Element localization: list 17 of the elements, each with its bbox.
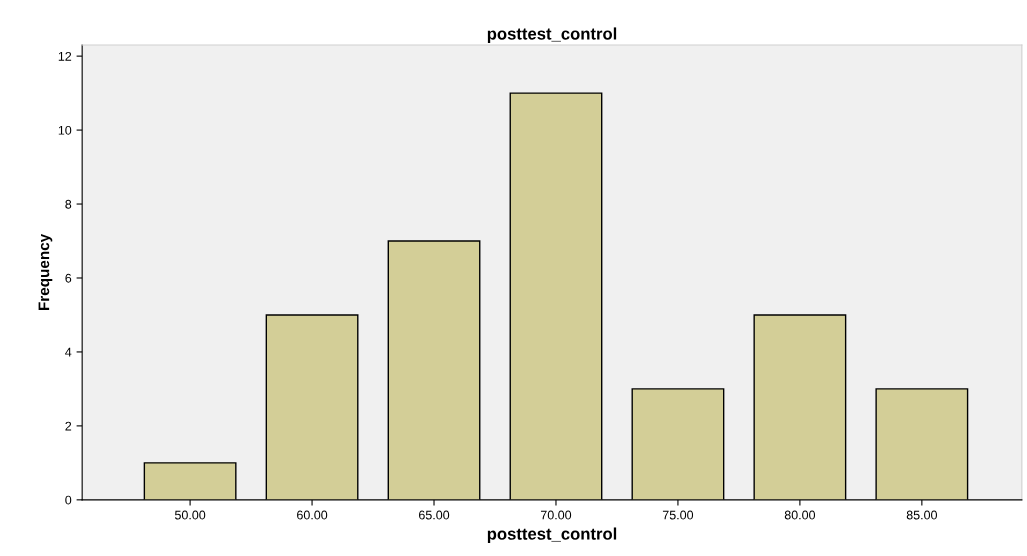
x-tick-label: 50.00 (174, 510, 206, 520)
x-axis-title: posttest_control (487, 527, 617, 544)
y-tick-label: 4 (65, 347, 72, 357)
x-tick-label: 70.00 (540, 510, 572, 520)
y-tick-label: 8 (65, 199, 72, 209)
x-tick-label: 60.00 (297, 510, 328, 520)
y-tick-label: 6 (65, 273, 72, 283)
y-tick-label: 0 (65, 495, 72, 505)
x-tick-label: 75.00 (662, 510, 694, 520)
x-tick-label: 65.00 (419, 510, 450, 520)
x-tick-label: 80.00 (784, 510, 816, 520)
y-tick-label: 10 (58, 125, 72, 135)
chart-title: posttest_control (487, 27, 617, 43)
x-tick-label: 85.00 (906, 510, 938, 520)
y-axis-title: Frequency (38, 233, 53, 311)
y-tick-label: 2 (65, 421, 72, 431)
y-tick-label: 12 (58, 51, 72, 61)
